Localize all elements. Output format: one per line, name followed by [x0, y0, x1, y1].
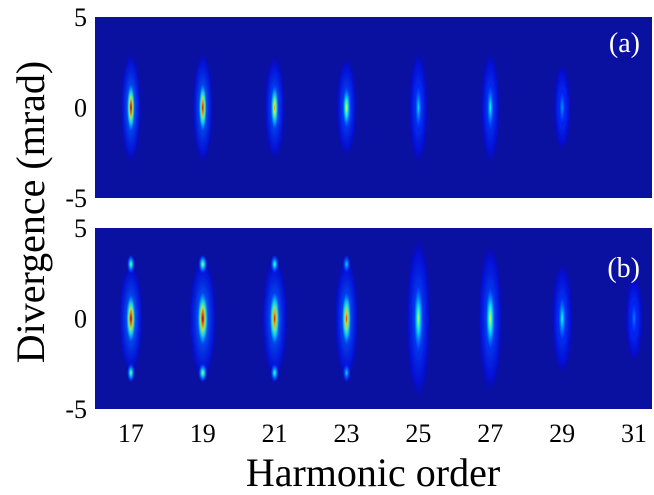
x-tick-label: 19: [190, 419, 216, 448]
x-tick-label: 31: [621, 419, 647, 448]
harmonic-spot: [125, 292, 136, 345]
harmonic-spot: [485, 283, 496, 354]
panel-a-spots: [120, 52, 571, 163]
x-axis-ticks: 17 19 21 23 25 27 29 31: [118, 419, 647, 448]
panel-b: (b) -5 0 5: [65, 214, 652, 424]
x-tick-label: 29: [549, 419, 575, 448]
harmonic-spot: [341, 289, 352, 348]
harmonic-satellite: [198, 254, 208, 275]
harmonic-spot: [126, 81, 136, 134]
panel-a-y-ticks: -5 0 5: [65, 3, 87, 213]
harmonic-spot: [486, 81, 495, 134]
y-tick-label: 0: [74, 94, 87, 123]
y-tick-label: -5: [65, 184, 87, 213]
harmonic-spot: [414, 81, 423, 134]
harmonic-satellite: [126, 254, 135, 275]
y-axis-title: Divergence (mrad): [8, 61, 53, 363]
harmonic-satellite: [270, 362, 279, 383]
harmonic-satellite: [126, 362, 135, 383]
harmonic-spot: [413, 280, 424, 357]
harmonic-satellite: [342, 362, 351, 383]
harmonic-spot: [198, 81, 208, 134]
x-tick-label: 23: [334, 419, 360, 448]
y-tick-label: 5: [74, 3, 87, 32]
x-tick-label: 21: [262, 419, 288, 448]
x-tick-label: 25: [405, 419, 431, 448]
panel-b-y-ticks: -5 0 5: [65, 214, 87, 424]
x-axis-title: Harmonic order: [246, 450, 500, 495]
harmonic-satellite: [270, 254, 279, 275]
harmonic-satellite: [342, 254, 351, 275]
panel-a: (a) -5 0 5: [65, 3, 652, 213]
harmonic-spot: [342, 84, 351, 131]
harmonic-spot: [630, 298, 638, 339]
harmonic-spot: [270, 82, 279, 133]
y-tick-label: 0: [74, 305, 87, 334]
panel-b-spots: [118, 238, 643, 399]
harmonic-spot: [557, 292, 567, 345]
x-tick-label: 17: [118, 419, 144, 448]
harmonic-satellite: [198, 362, 208, 383]
x-tick-label: 27: [477, 419, 503, 448]
harmonic-spot: [558, 87, 566, 128]
panel-a-label: (a): [609, 28, 640, 59]
harmonic-spot: [269, 289, 281, 348]
y-tick-label: 5: [74, 214, 87, 243]
harmonic-spot: [197, 289, 209, 348]
panel-b-label: (b): [607, 253, 640, 284]
y-tick-label: -5: [65, 395, 87, 424]
